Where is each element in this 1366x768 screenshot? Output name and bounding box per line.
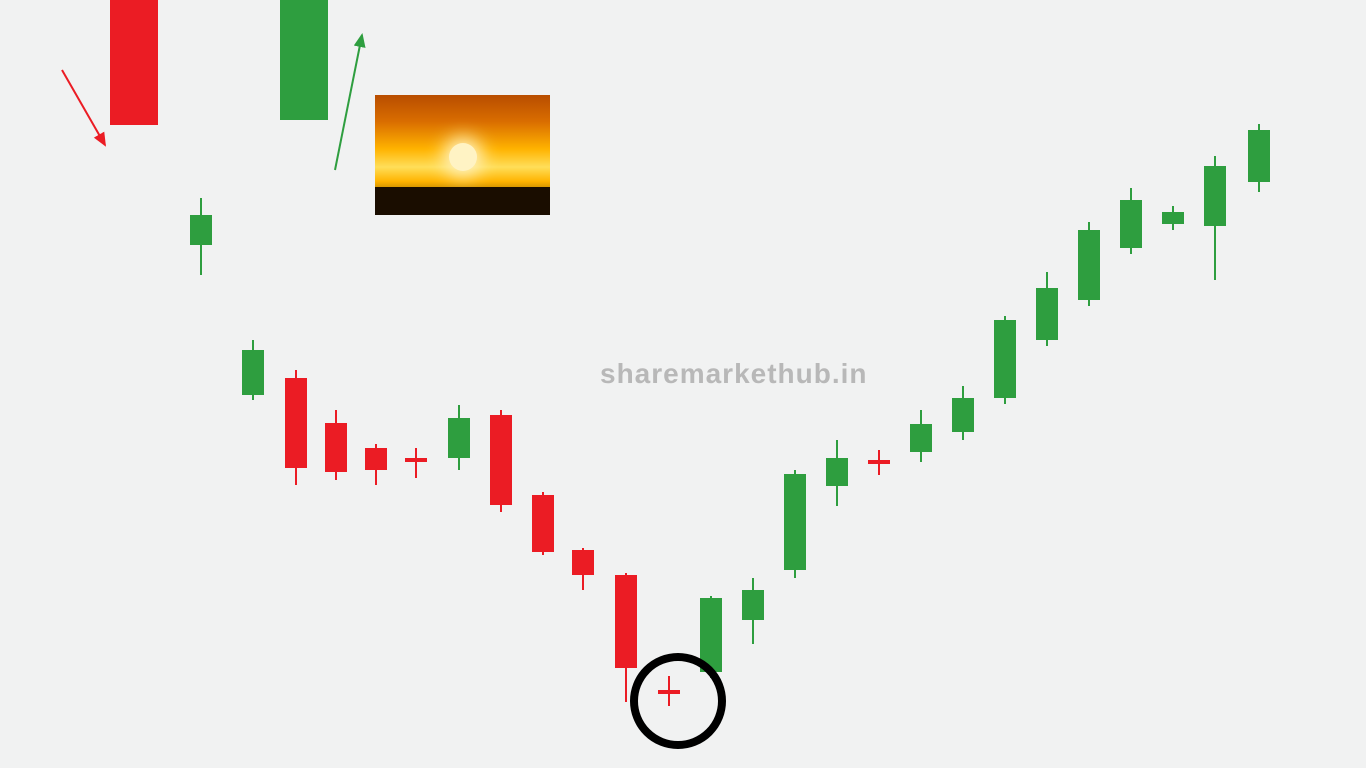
highlight-circle (630, 653, 726, 749)
sunset-thumbnail (375, 95, 550, 215)
sunset-ground (375, 187, 550, 215)
down-arrow-icon (62, 70, 105, 145)
watermark-text: sharemarkethub.in (600, 358, 868, 390)
chart-canvas: sharemarkethub.in (0, 0, 1366, 768)
sun-icon (449, 143, 477, 171)
up-arrow-icon (335, 35, 362, 170)
